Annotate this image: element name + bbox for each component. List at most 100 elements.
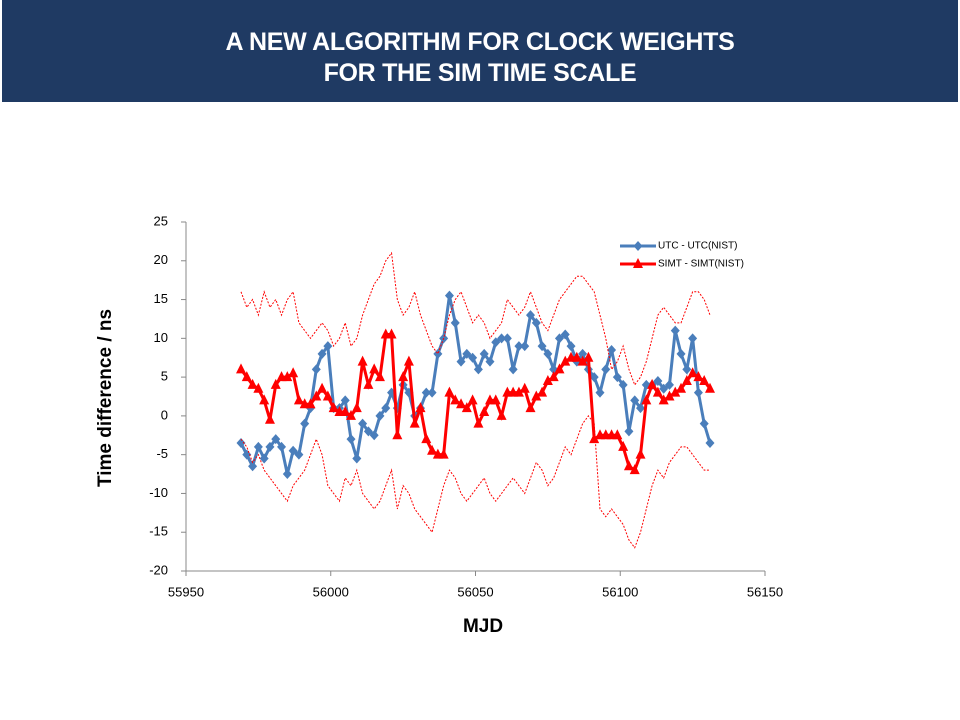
marker bbox=[525, 402, 536, 413]
series-line bbox=[239, 295, 712, 475]
marker bbox=[664, 379, 674, 390]
title-line: FOR THE SIM TIME SCALE bbox=[323, 59, 637, 87]
marker bbox=[496, 409, 507, 420]
marker bbox=[473, 364, 483, 375]
marker bbox=[641, 394, 652, 405]
marker bbox=[392, 429, 403, 440]
y-tick-label: -10 bbox=[149, 485, 168, 500]
marker bbox=[595, 387, 605, 398]
marker bbox=[583, 351, 594, 362]
y-tick-label: -5 bbox=[156, 446, 168, 461]
marker bbox=[519, 382, 530, 393]
marker bbox=[438, 448, 449, 459]
marker bbox=[374, 371, 385, 382]
marker bbox=[340, 395, 350, 406]
marker bbox=[491, 337, 501, 348]
title-line: A NEW ALGORITHM FOR CLOCK WEIGHTS bbox=[225, 28, 735, 56]
marker bbox=[560, 329, 570, 340]
marker bbox=[589, 372, 599, 383]
marker bbox=[520, 341, 530, 352]
marker bbox=[687, 367, 698, 378]
marker bbox=[618, 440, 629, 451]
marker bbox=[490, 394, 501, 405]
marker bbox=[317, 348, 327, 359]
marker bbox=[241, 371, 252, 382]
y-axis-title: Time difference / ns bbox=[95, 309, 116, 487]
marker bbox=[497, 333, 507, 344]
marker bbox=[566, 341, 576, 352]
marker bbox=[699, 374, 710, 385]
marker bbox=[358, 418, 368, 429]
marker bbox=[676, 348, 686, 359]
marker bbox=[427, 444, 438, 455]
marker bbox=[282, 469, 292, 480]
marker bbox=[554, 363, 565, 374]
legend-marker bbox=[633, 241, 643, 251]
marker bbox=[526, 310, 536, 321]
marker bbox=[398, 371, 409, 382]
marker bbox=[381, 403, 391, 414]
marker bbox=[705, 438, 715, 449]
marker bbox=[676, 382, 687, 393]
marker bbox=[623, 460, 634, 471]
marker bbox=[618, 379, 628, 390]
marker bbox=[693, 387, 703, 398]
x-tick-label: 56000 bbox=[313, 584, 349, 599]
marker bbox=[635, 448, 646, 459]
marker bbox=[578, 348, 588, 359]
marker bbox=[513, 386, 524, 397]
marker bbox=[624, 426, 634, 437]
marker bbox=[277, 441, 287, 452]
marker bbox=[357, 355, 368, 366]
x-axis-title: MJD bbox=[463, 616, 503, 637]
marker bbox=[294, 449, 304, 460]
marker bbox=[271, 434, 281, 445]
marker bbox=[548, 371, 559, 382]
y-tick-label: -15 bbox=[149, 524, 168, 539]
marker bbox=[444, 290, 454, 301]
marker bbox=[403, 355, 414, 366]
marker bbox=[479, 406, 490, 417]
marker bbox=[253, 441, 263, 452]
marker bbox=[462, 348, 472, 359]
marker bbox=[236, 363, 247, 374]
marker bbox=[531, 317, 541, 328]
y-tick-label: 10 bbox=[154, 330, 168, 345]
marker bbox=[328, 402, 339, 413]
marker bbox=[670, 386, 681, 397]
marker bbox=[346, 434, 356, 445]
marker bbox=[247, 378, 258, 389]
marker bbox=[659, 383, 669, 394]
marker bbox=[369, 363, 380, 374]
marker bbox=[664, 390, 675, 401]
marker bbox=[682, 364, 692, 375]
marker bbox=[311, 364, 321, 375]
marker bbox=[630, 395, 640, 406]
y-tick-label: 20 bbox=[154, 252, 168, 267]
marker bbox=[248, 461, 258, 472]
marker bbox=[340, 406, 351, 417]
marker bbox=[300, 418, 310, 429]
y-tick-label: 0 bbox=[161, 407, 168, 422]
marker bbox=[652, 386, 663, 397]
marker bbox=[508, 364, 518, 375]
marker bbox=[351, 402, 362, 413]
marker bbox=[514, 341, 524, 352]
marker bbox=[468, 352, 478, 363]
marker bbox=[282, 371, 293, 382]
x-tick-label: 56150 bbox=[747, 584, 783, 599]
marker bbox=[554, 333, 564, 344]
header: A NEW ALGORITHM FOR CLOCK WEIGHTS FOR TH… bbox=[2, 0, 958, 102]
y-tick-label: 25 bbox=[154, 213, 168, 228]
marker bbox=[571, 351, 582, 362]
legend-label: UTC - UTC(NIST) bbox=[658, 241, 737, 252]
marker bbox=[560, 355, 571, 366]
marker bbox=[647, 378, 658, 389]
marker bbox=[352, 453, 362, 464]
marker bbox=[461, 402, 472, 413]
marker bbox=[363, 378, 374, 389]
marker bbox=[612, 372, 622, 383]
marker bbox=[421, 387, 431, 398]
marker bbox=[577, 355, 588, 366]
marker bbox=[537, 386, 548, 397]
